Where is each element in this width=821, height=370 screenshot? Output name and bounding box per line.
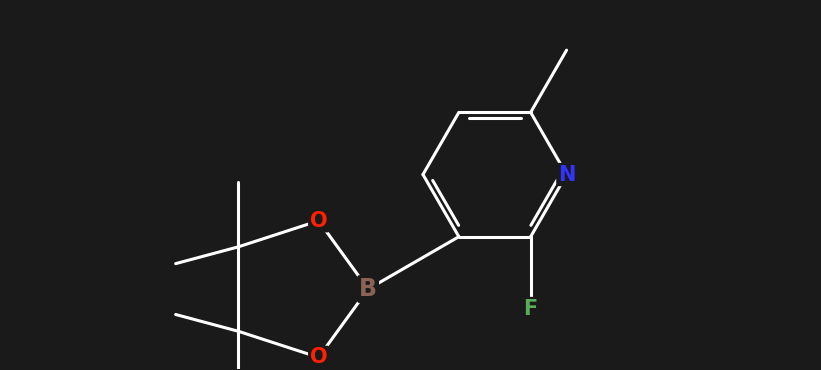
Text: B: B [359,277,377,301]
Text: O: O [310,211,328,231]
Text: N: N [558,165,576,185]
Text: F: F [524,299,538,319]
Text: O: O [310,347,328,367]
